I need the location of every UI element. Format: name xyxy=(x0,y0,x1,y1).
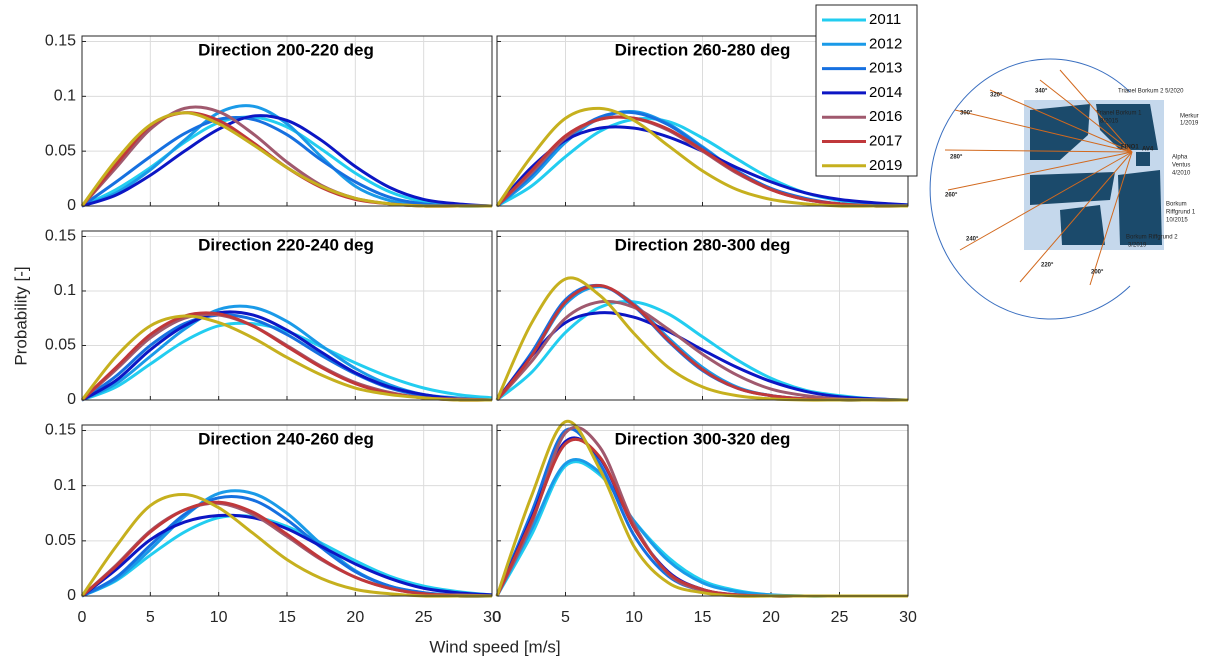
legend-label: 2013 xyxy=(869,60,902,77)
map-label: Riffgrund 1 xyxy=(1166,210,1196,216)
x-tick-label: 30 xyxy=(899,609,917,626)
map-label: 4/2010 xyxy=(1172,171,1191,177)
series-line xyxy=(81,114,493,208)
map-label: Alpha xyxy=(1172,155,1188,161)
x-tick-label: 30 xyxy=(483,609,501,626)
x-tick-label: 0 xyxy=(493,609,502,626)
map-label: 260° xyxy=(945,193,958,199)
map-label: Merkur xyxy=(1180,114,1199,120)
subplot: 0 5 10 15 20 25 30 Direction 300-320 deg xyxy=(493,419,917,626)
wind-farm xyxy=(1118,170,1162,245)
y-tick-label: 0.15 xyxy=(45,422,76,439)
y-tick-label: 0.05 xyxy=(45,337,76,354)
y-tick-label: 0.05 xyxy=(45,142,76,159)
map-label: 1/2019 xyxy=(1180,121,1199,127)
series-line xyxy=(81,115,493,208)
map-label: 340° xyxy=(1035,89,1048,95)
map-label: 200° xyxy=(1091,270,1104,276)
axes-frame xyxy=(81,424,493,597)
y-tick-label: 0.1 xyxy=(54,88,76,105)
x-tick-label: 20 xyxy=(762,609,780,626)
series-line xyxy=(495,115,909,208)
map-label: 10/2015 xyxy=(1166,218,1188,224)
x-tick-label: 25 xyxy=(831,609,849,626)
axes-frame xyxy=(81,35,493,207)
map-label: 3/2019 xyxy=(1128,243,1147,249)
wind-farm xyxy=(1136,152,1150,166)
y-tick-label: 0.15 xyxy=(45,228,76,245)
legend-label: 2017 xyxy=(869,132,902,149)
subplot-title: Direction 240-260 deg xyxy=(198,429,374,448)
map: 320° 340° 300° 280° 260° 240° 220° 200° Trianel … xyxy=(929,58,1199,320)
x-axis-label: Wind speed [m/s] xyxy=(429,637,560,656)
x-tick-label: 20 xyxy=(346,609,364,626)
map-label: 220° xyxy=(1041,263,1054,269)
subplot-title: Direction 300-320 deg xyxy=(615,429,791,448)
map-label: 240° xyxy=(966,237,979,243)
map-label: Ventus xyxy=(1172,163,1190,169)
sector-lines xyxy=(944,69,1133,286)
y-tick-label: 0.1 xyxy=(54,477,76,494)
map-label: AV4 xyxy=(1142,147,1154,153)
x-tick-label: 15 xyxy=(278,609,296,626)
series-line xyxy=(81,500,493,598)
series-line xyxy=(81,310,493,402)
x-tick-label: 5 xyxy=(146,609,155,626)
map-label: Trianel Borkum 1 xyxy=(1096,111,1142,117)
y-tick-label: 0 xyxy=(67,197,76,214)
legend: 2011 2012 2013 2014 2016 2017 2019 xyxy=(815,4,918,177)
legend-label: 2011 xyxy=(869,11,901,28)
y-tick-label: 0 xyxy=(67,587,76,604)
y-tick-label: 0.05 xyxy=(45,532,76,549)
subplot: Direction 280-300 deg xyxy=(495,230,909,402)
series-line xyxy=(81,116,493,208)
legend-label: 2014 xyxy=(869,84,902,101)
wind-farm xyxy=(1030,172,1115,205)
wind-farm xyxy=(1030,104,1090,160)
legend-label: 2012 xyxy=(869,35,902,52)
legend-label: 2019 xyxy=(869,157,902,174)
axes-frame xyxy=(496,230,909,401)
map-label: 280° xyxy=(950,155,963,161)
y-tick-label: 0 xyxy=(67,391,76,408)
wind-farm xyxy=(1060,205,1105,245)
legend-label: 2016 xyxy=(869,108,902,125)
map-label: 320° xyxy=(990,93,1003,99)
series-line xyxy=(81,513,493,598)
subplot-title: Direction 200-220 deg xyxy=(198,40,374,59)
subplot-title: Direction 220-240 deg xyxy=(198,235,374,254)
map-label: FINO1 xyxy=(1121,145,1139,151)
wind-farm xyxy=(1096,104,1158,150)
x-tick-label: 10 xyxy=(210,609,228,626)
subplot-title: Direction 280-300 deg xyxy=(615,235,791,254)
x-tick-label: 0 xyxy=(78,609,87,626)
map-label: Borkum xyxy=(1166,202,1187,208)
series-line xyxy=(81,514,493,598)
subplot: 0 0.05 0.1 0.15 Direction 220-240 deg xyxy=(45,228,493,408)
x-tick-label: 5 xyxy=(561,609,570,626)
range-circle xyxy=(929,58,1131,320)
series-line xyxy=(495,311,909,402)
subplot-title: Direction 260-280 deg xyxy=(615,40,791,59)
x-tick-label: 25 xyxy=(415,609,433,626)
axes-frame xyxy=(496,424,909,597)
series-line xyxy=(80,314,493,402)
x-tick-label: 15 xyxy=(694,609,712,626)
y-axis-label: Probability [-] xyxy=(11,266,30,365)
x-tick-label: 10 xyxy=(625,609,643,626)
y-tick-label: 0.15 xyxy=(45,33,76,50)
legend-box xyxy=(815,4,918,177)
map-label: 8/2015 xyxy=(1100,119,1119,125)
subplot: 0 0.05 0.1 0.15 Direction 200-220 deg xyxy=(45,33,493,214)
axes-frame xyxy=(81,230,493,401)
map-label: 300° xyxy=(960,111,973,117)
map-label: Borkum Riffgrund 2 xyxy=(1126,235,1178,241)
map-label: Trianel Borkum 2 5/2020 xyxy=(1118,89,1184,95)
y-tick-label: 0.1 xyxy=(54,282,76,299)
